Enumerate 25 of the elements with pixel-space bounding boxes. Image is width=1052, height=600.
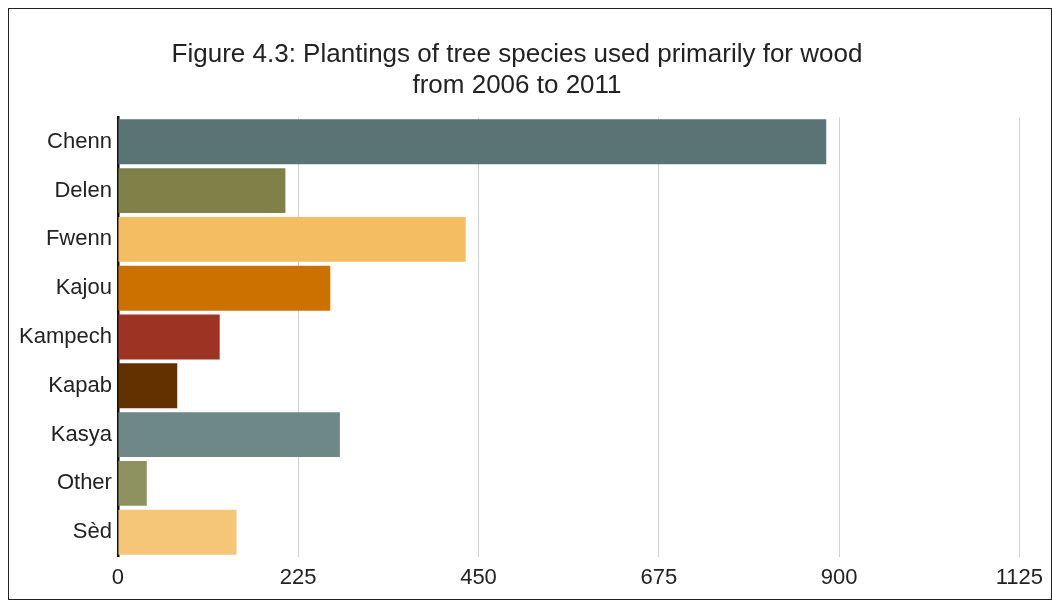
y-tick-label: Delen bbox=[54, 176, 112, 202]
x-tick-label: 675 bbox=[640, 563, 678, 589]
y-tick-label: Kajou bbox=[55, 274, 112, 300]
bar bbox=[118, 412, 340, 458]
x-tick-label: 900 bbox=[820, 563, 858, 589]
bar bbox=[118, 265, 331, 311]
x-tick-label: 225 bbox=[279, 563, 317, 589]
y-tick-label: Fwenn bbox=[45, 225, 112, 251]
y-tick-label: Kampech bbox=[18, 323, 112, 349]
bar bbox=[118, 314, 220, 360]
bar bbox=[118, 509, 237, 555]
x-tick-label: 450 bbox=[460, 563, 497, 589]
bar bbox=[118, 168, 286, 214]
y-tick-label: Other bbox=[56, 469, 112, 495]
chart-title: Figure 4.3: Plantings of tree species used primarily for wood from 2006 to 2011 bbox=[171, 37, 863, 99]
bar bbox=[118, 460, 147, 506]
y-tick-label: Chenn bbox=[47, 127, 112, 153]
bar bbox=[118, 363, 178, 409]
x-tick-label: 0 bbox=[111, 563, 125, 589]
y-tick-label: Sèd bbox=[72, 518, 112, 544]
x-tick-label: 1125 bbox=[995, 563, 1043, 589]
y-tick-label: Kasya bbox=[50, 420, 113, 446]
y-tick-label: Kapab bbox=[48, 371, 112, 397]
bar bbox=[118, 216, 466, 262]
bar bbox=[118, 119, 827, 165]
